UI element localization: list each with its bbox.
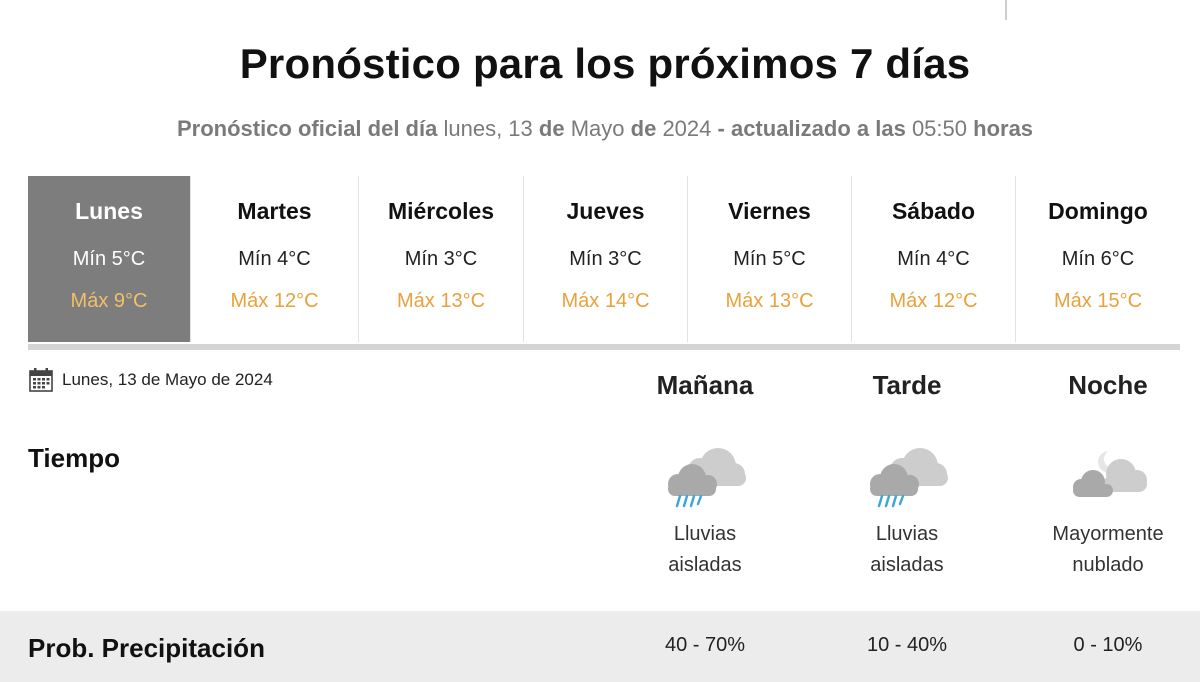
weather-desc-tarde: Lluvias aisladas xyxy=(832,519,982,581)
night-cloudy-icon xyxy=(1073,450,1147,497)
day-name: Jueves xyxy=(566,198,645,224)
page-subtitle: Pronóstico oficial del día lunes, 13 de … xyxy=(0,116,1200,142)
selected-date-text: Lunes, 13 de Mayo de 2024 xyxy=(62,370,273,389)
day-name: Viernes xyxy=(728,198,811,224)
day-name: Domingo xyxy=(1048,198,1148,224)
day-tab-jueves[interactable]: Jueves Mín 3°C Máx 14°C xyxy=(523,176,687,342)
day-max-temp: Máx 15°C xyxy=(1053,290,1143,312)
page-title: Pronóstico para los próximos 7 días xyxy=(239,40,971,87)
day-tab-domingo[interactable]: Domingo Mín 6°C Máx 15°C xyxy=(1015,176,1180,342)
day-tabs: Lunes Mín 5°C Máx 9°C Martes Mín 4°C Máx… xyxy=(28,176,1180,342)
day-tab-sabado[interactable]: Sábado Mín 4°C Máx 12°C xyxy=(851,176,1015,342)
subtitle-time: 05:50 xyxy=(911,116,967,141)
subtitle-updated: - actualizado a las xyxy=(717,116,906,141)
day-tab-viernes[interactable]: Viernes Mín 5°C Máx 13°C xyxy=(687,176,851,342)
weather-desc-manana: Lluvias aisladas xyxy=(630,519,780,581)
weather-desc-noche: Mayormente nublado xyxy=(1033,519,1183,581)
weather-desc-line: aisladas xyxy=(870,554,944,576)
subtitle-de-1: de xyxy=(538,116,565,141)
day-max-temp: Máx 13°C xyxy=(396,290,486,312)
weather-desc-line: Lluvias xyxy=(875,523,939,545)
day-name: Martes xyxy=(237,198,312,224)
day-tab-miercoles[interactable]: Miércoles Mín 3°C Máx 13°C xyxy=(358,176,523,342)
day-max-temp: Máx 13°C xyxy=(725,290,814,312)
weather-row-label: Tiempo xyxy=(28,443,120,473)
day-tab-martes[interactable]: Martes Mín 4°C Máx 12°C xyxy=(190,176,358,342)
day-name: Lunes xyxy=(75,198,143,224)
precip-value-tarde: 10 - 40% xyxy=(866,634,948,656)
weather-desc-line: aisladas xyxy=(668,554,742,576)
subtitle-weekday: lunes, 13 xyxy=(443,116,533,141)
day-min-temp: Mín 6°C xyxy=(1061,248,1135,270)
day-min-temp: Mín 5°C xyxy=(733,248,806,270)
day-max-temp: Máx 12°C xyxy=(889,290,978,312)
section-divider xyxy=(28,344,1180,350)
day-tab-lunes[interactable]: Lunes Mín 5°C Máx 9°C xyxy=(28,176,190,342)
weather-desc-line: nublado xyxy=(1072,554,1144,576)
day-min-temp: Mín 4°C xyxy=(238,248,311,270)
period-tarde: Tarde xyxy=(872,370,942,400)
precipitation-row xyxy=(0,611,1200,682)
subtitle-prefix: Pronóstico oficial del día xyxy=(176,116,438,141)
day-min-temp: Mín 4°C xyxy=(897,248,970,270)
period-manana: Mañana xyxy=(656,370,754,400)
weather-desc-line: Lluvias xyxy=(673,523,737,545)
day-name: Sábado xyxy=(891,198,976,224)
day-max-temp: Máx 12°C xyxy=(230,290,319,312)
precipitation-row-label: Prob. Precipitación xyxy=(28,633,265,663)
day-max-temp: Máx 14°C xyxy=(561,290,650,312)
rain-cloud-icon xyxy=(870,448,948,508)
day-min-temp: Mín 5°C xyxy=(72,248,146,270)
day-max-temp: Máx 9°C xyxy=(70,290,148,312)
top-divider xyxy=(1005,0,1007,20)
day-min-temp: Mín 3°C xyxy=(404,248,478,270)
subtitle-year: 2024 xyxy=(662,116,712,141)
weather-desc-line: Mayormente xyxy=(1052,523,1164,545)
day-min-temp: Mín 3°C xyxy=(569,248,642,270)
subtitle-de-2: de xyxy=(630,116,657,141)
subtitle-month: Mayo xyxy=(570,116,625,141)
day-name: Miércoles xyxy=(387,198,495,224)
calendar-icon xyxy=(29,368,53,392)
period-noche: Noche xyxy=(1068,370,1148,400)
rain-cloud-icon xyxy=(668,448,746,508)
selected-date: Lunes, 13 de Mayo de 2024 xyxy=(28,367,273,393)
subtitle-hours: horas xyxy=(973,116,1034,141)
precip-value-manana: 40 - 70% xyxy=(664,634,746,656)
precip-value-noche: 0 - 10% xyxy=(1073,634,1143,656)
